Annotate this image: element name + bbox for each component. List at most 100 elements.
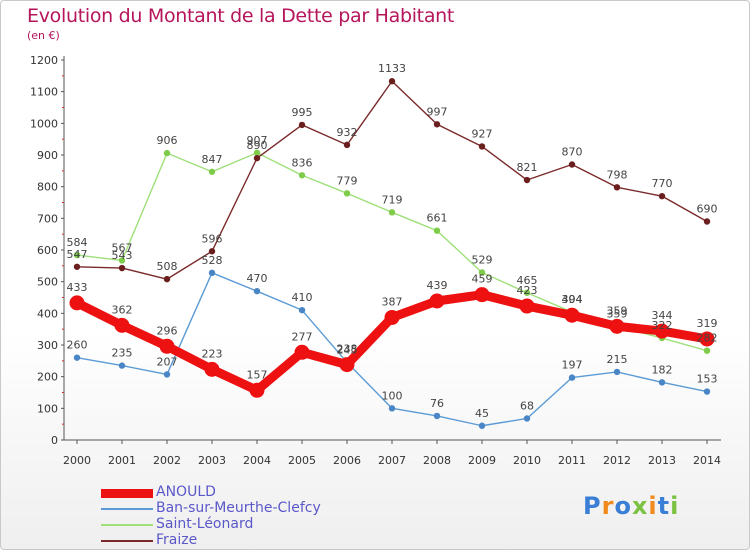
data-label: 359	[607, 304, 628, 317]
data-label: 596	[202, 232, 223, 245]
data-point	[654, 323, 670, 339]
data-point	[253, 149, 261, 156]
data-point	[73, 251, 81, 259]
data-point	[163, 149, 171, 157]
data-point	[703, 218, 711, 225]
data-label: 459	[472, 273, 493, 286]
data-label: 821	[517, 161, 538, 174]
data-label: 543	[112, 249, 133, 262]
x-tick-label: 2002	[153, 454, 181, 467]
data-label: 567	[112, 241, 133, 254]
data-label: 76	[430, 397, 444, 410]
data-point	[523, 176, 531, 184]
data-label: 410	[292, 291, 313, 304]
data-point	[343, 141, 351, 149]
data-point	[118, 264, 126, 272]
y-tick-label: 1100	[30, 86, 58, 99]
data-point	[478, 422, 486, 429]
data-label: 45	[475, 407, 489, 420]
data-point	[118, 257, 126, 264]
data-label: 68	[520, 399, 534, 412]
proxiti-logo: Proxiti	[583, 492, 679, 520]
data-point	[388, 209, 396, 216]
data-point	[429, 293, 445, 309]
data-label: 157	[247, 368, 268, 381]
data-label: 927	[472, 127, 493, 140]
data-point	[114, 317, 130, 333]
data-point	[118, 362, 126, 369]
data-point	[478, 143, 486, 150]
data-label: 779	[337, 174, 358, 187]
data-label: 238	[337, 343, 358, 356]
data-label: 404	[562, 293, 583, 306]
y-tick-label: 500	[37, 276, 58, 289]
data-label: 182	[652, 363, 673, 376]
y-tick-label: 100	[37, 402, 58, 415]
data-label: 690	[697, 203, 718, 216]
legend-swatch-fraize	[101, 540, 153, 542]
data-label: 296	[157, 324, 178, 337]
data-label: 770	[652, 177, 673, 190]
data-point	[294, 344, 310, 360]
data-label: 322	[652, 319, 673, 332]
logo-letter: P	[583, 492, 602, 520]
data-label: 387	[382, 295, 403, 308]
data-label: 223	[202, 347, 223, 360]
logo-letter: i	[670, 492, 680, 520]
data-point	[388, 78, 396, 85]
data-point	[69, 295, 85, 311]
legend-label-ban-sur-meurthe-clefcy: Ban-sur-Meurthe-Clefcy	[156, 500, 321, 516]
x-tick-label: 2009	[468, 454, 496, 467]
data-point	[298, 172, 306, 179]
data-point	[73, 354, 81, 361]
data-label: 465	[517, 274, 538, 287]
data-point	[523, 289, 531, 296]
data-label: 439	[427, 279, 448, 292]
y-tick-label: 700	[37, 212, 58, 225]
y-tick-label: 400	[37, 307, 58, 320]
data-label: 870	[562, 146, 583, 159]
legend-swatch-ban-sur-meurthe-clefcy	[101, 508, 153, 510]
data-label: 584	[67, 236, 88, 249]
data-point	[519, 298, 535, 314]
data-label: 215	[607, 353, 628, 366]
data-label: 394	[562, 293, 583, 306]
x-tick-label: 2005	[288, 454, 316, 467]
data-point	[433, 227, 441, 234]
x-tick-label: 2013	[648, 454, 676, 467]
logo-letter: o	[614, 492, 632, 520]
x-tick-label: 2007	[378, 454, 406, 467]
x-tick-label: 2000	[63, 454, 91, 467]
x-tick-label: 2004	[243, 454, 271, 467]
data-label: 847	[202, 153, 223, 166]
legend-label-anould: ANOULD	[156, 484, 216, 500]
data-label: 932	[337, 126, 358, 139]
data-point	[343, 190, 351, 197]
data-label: 319	[697, 317, 718, 330]
data-label: 277	[292, 330, 313, 343]
x-tick-label: 2008	[423, 454, 451, 467]
data-label: 890	[247, 139, 268, 152]
data-label: 995	[292, 106, 313, 119]
logo-letter: t	[657, 492, 671, 520]
data-point	[253, 154, 261, 162]
y-tick-label: 900	[37, 149, 58, 162]
data-label: 153	[697, 373, 718, 386]
data-label: 282	[697, 332, 718, 345]
data-point	[703, 347, 711, 354]
data-point	[159, 338, 175, 354]
legend-swatch-anould	[101, 489, 153, 498]
data-point	[298, 121, 306, 129]
data-point	[208, 269, 216, 276]
data-point	[658, 379, 666, 386]
data-point	[163, 371, 171, 378]
data-point	[474, 287, 490, 303]
legend-label-fraize: Fraize	[156, 532, 198, 548]
data-label: 362	[112, 303, 133, 316]
logo-letter: i	[648, 492, 658, 520]
data-label: 906	[157, 134, 178, 147]
y-tick-label: 1200	[30, 54, 58, 67]
logo-letter: r	[601, 492, 615, 520]
